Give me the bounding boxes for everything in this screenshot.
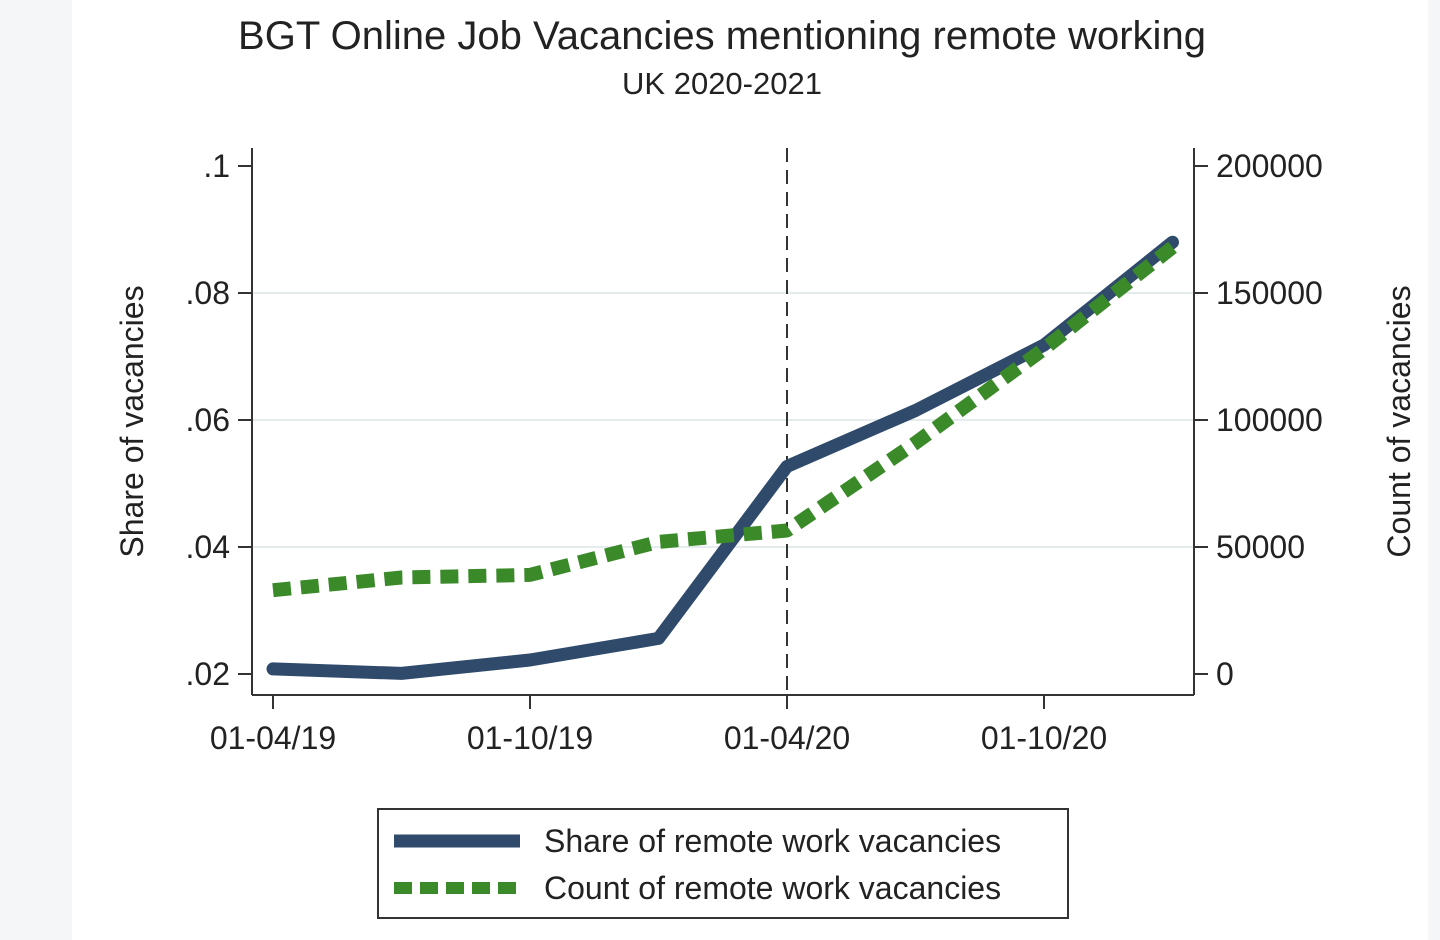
- legend-box: [377, 808, 1069, 919]
- axes: .02 .04 .06 .08 .1 0 50000 100000 150000 200000 01…: [114, 148, 1417, 756]
- left-tick-label: .02: [186, 656, 230, 692]
- left-axis-title: Share of vacancies: [114, 285, 150, 557]
- legend-label: Share of remote work vacancies: [544, 823, 1001, 859]
- right-tick-label: 50000: [1216, 529, 1305, 565]
- left-tick-label: .08: [186, 275, 230, 311]
- legend: Share of remote work vacancies Count of r…: [377, 808, 1069, 919]
- x-tick-label: 01-10/20: [981, 720, 1107, 756]
- chart-title: BGT Online Job Vacancies mentioning remo…: [238, 14, 1206, 58]
- left-tick-label: .1: [203, 148, 230, 184]
- series-line-1: [266, 235, 1179, 680]
- left-tick-label: .06: [186, 402, 230, 438]
- legend-label: Count of remote work vacancies: [544, 870, 1001, 906]
- left-tick-label: .04: [186, 529, 230, 565]
- right-margin-strip: [1428, 0, 1440, 940]
- series-lines: [266, 235, 1179, 680]
- x-tick-label: 01-04/19: [210, 720, 336, 756]
- x-tick-label: 01-10/19: [467, 720, 593, 756]
- right-tick-label: 100000: [1216, 402, 1323, 438]
- x-tick-label: 01-04/20: [724, 720, 850, 756]
- right-axis-title: Count of vacancies: [1381, 285, 1417, 557]
- right-tick-label: 0: [1216, 656, 1234, 692]
- chart-subtitle: UK 2020-2021: [622, 66, 822, 101]
- left-margin-strip: [0, 0, 72, 940]
- right-tick-label: 150000: [1216, 275, 1323, 311]
- right-tick-label: 200000: [1216, 148, 1323, 184]
- series-line-2: [272, 241, 1177, 598]
